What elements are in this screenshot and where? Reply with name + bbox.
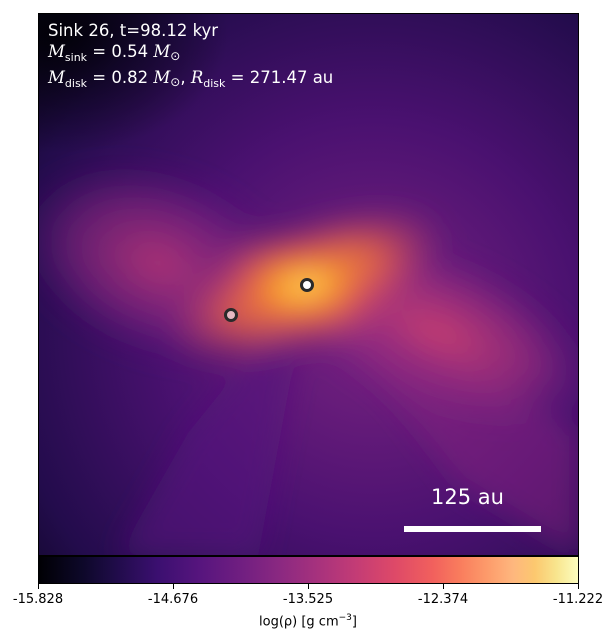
colorbar-tick-label: -14.676: [147, 592, 199, 607]
sink-info: Sink 26, t=98.12 kyr Msink = 0.54 M⊙ Mdi…: [48, 21, 333, 95]
colorbar-tick-label: -12.374: [417, 592, 469, 607]
colorbar-tick-mark: [308, 584, 309, 589]
colorbar-tick-mark: [443, 584, 444, 589]
primary-sink-marker: [300, 278, 314, 292]
colorbar-tick-mark: [173, 584, 174, 589]
sink-title: Sink 26, t=98.12 kyr: [48, 21, 219, 40]
scale-bar: [404, 526, 541, 532]
colorbar-tick-label: -13.525: [282, 592, 334, 607]
colorbar-tick-mark: [578, 584, 579, 589]
colorbar-tick-label: -15.828: [12, 592, 64, 607]
scale-bar-label: 125 au: [431, 485, 504, 509]
colorbar-axis-label: log(ρ) [g cm−3]: [259, 613, 357, 630]
secondary-sink-marker: [224, 308, 238, 322]
colorbar: [38, 556, 579, 584]
disk-properties: Mdisk = 0.82 M⊙, Rdisk = 271.47 au: [48, 68, 334, 90]
sink-mass: Msink = 0.54 M⊙: [48, 41, 181, 64]
density-plot: Sink 26, t=98.12 kyr Msink = 0.54 M⊙ Mdi…: [38, 13, 579, 556]
colorbar-tick-label: -11.222: [552, 592, 604, 607]
colorbar-tick-mark: [38, 584, 39, 589]
